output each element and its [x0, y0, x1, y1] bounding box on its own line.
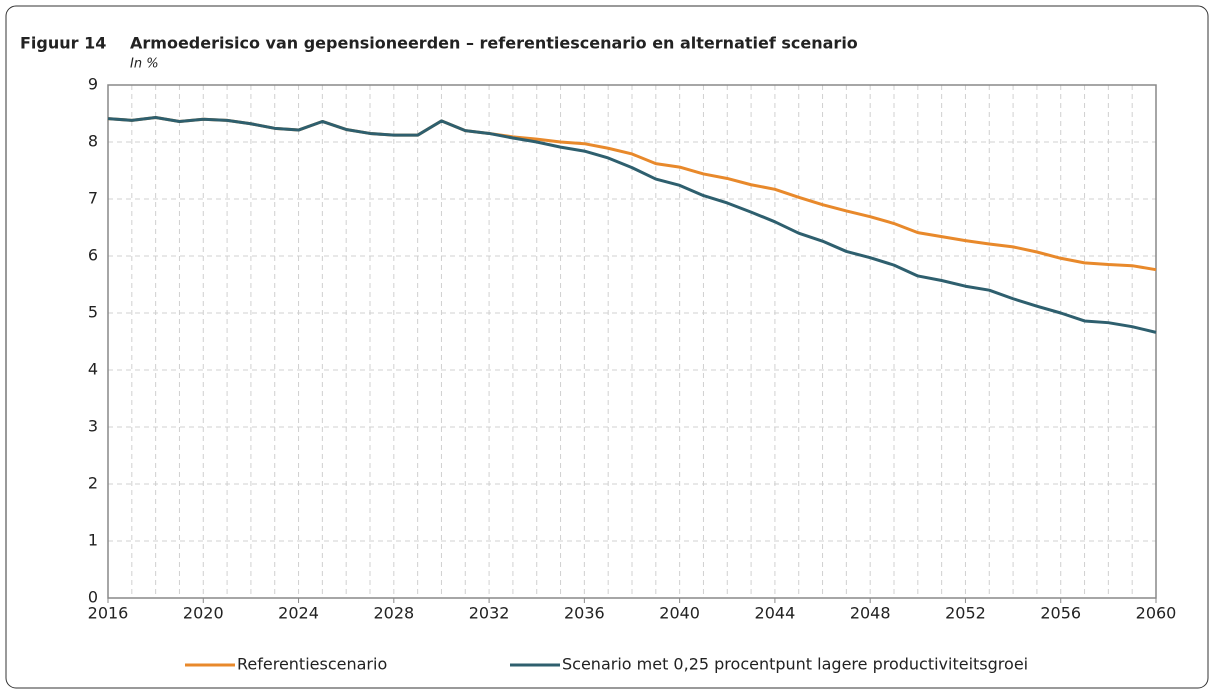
x-tick-label: 2044 [755, 604, 796, 623]
x-tick-label: 2020 [183, 604, 224, 623]
plot-border [107, 84, 1157, 599]
legend-label: Scenario met 0,25 procentpunt lagere pro… [562, 655, 1028, 674]
y-tick-label: 7 [88, 189, 98, 208]
x-tick-label: 2032 [469, 604, 510, 623]
legend-label: Referentiescenario [237, 655, 387, 674]
y-tick-label: 8 [88, 132, 98, 151]
x-tick-label: 2028 [373, 604, 414, 623]
y-tick-label: 9 [88, 75, 98, 94]
y-tick-label: 2 [88, 474, 98, 493]
y-tick-label: 1 [88, 531, 98, 550]
y-tick-label: 3 [88, 417, 98, 436]
chart-subtitle: In % [130, 57, 159, 72]
x-tick-label: 2048 [850, 604, 891, 623]
x-tick-label: 2056 [1040, 604, 1081, 623]
chart-title: Armoederisico van gepensioneerden – refe… [130, 34, 858, 53]
figure-label: Figuur 14 [20, 34, 106, 53]
x-tick-label: 2040 [659, 604, 700, 623]
frame [5, 5, 1209, 689]
x-tick-label: 2016 [88, 604, 129, 623]
y-tick-label: 0 [88, 588, 98, 607]
x-tick-label: 2060 [1136, 604, 1177, 623]
x-tick-label: 2024 [278, 604, 319, 623]
y-tick-label: 4 [88, 360, 98, 379]
y-tick-label: 5 [88, 303, 98, 322]
series-line [107, 115, 1157, 334]
y-tick-label: 6 [88, 246, 98, 265]
x-tick-label: 2052 [945, 604, 986, 623]
x-tick-label: 2036 [564, 604, 605, 623]
